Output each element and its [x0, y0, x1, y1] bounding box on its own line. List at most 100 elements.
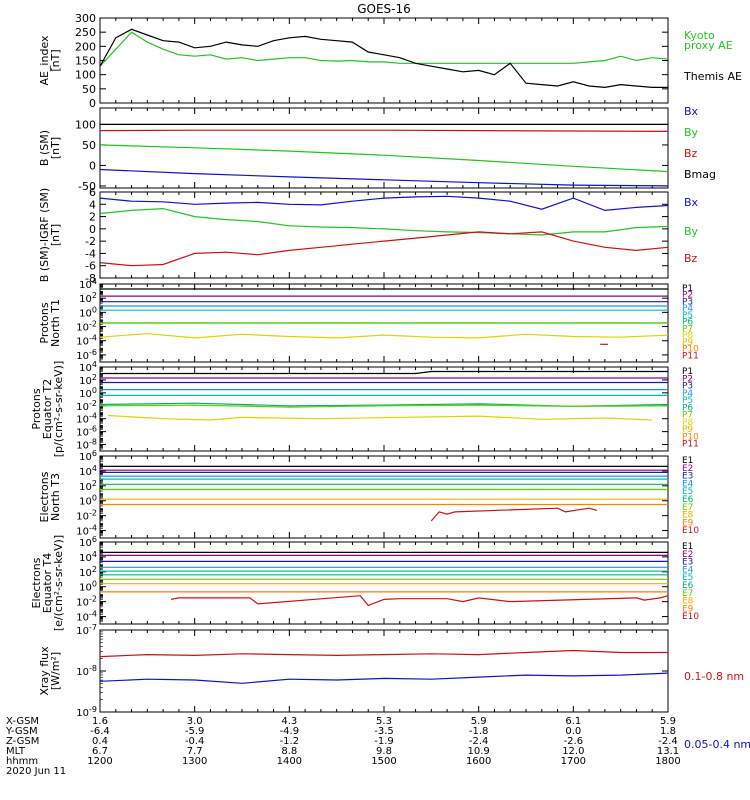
series-e10	[170, 595, 668, 607]
legend-item: E3	[682, 472, 693, 482]
legend-item: P6	[682, 318, 693, 328]
footer-label: MLT	[6, 746, 26, 757]
y-axis-label: North T1	[49, 299, 62, 347]
legend-item: P3	[682, 297, 693, 307]
y-tick-label: 102	[79, 373, 97, 387]
series-p7	[100, 404, 668, 408]
legend-item: By	[684, 126, 699, 139]
legend-item: By	[684, 225, 699, 238]
legend-item: E8	[682, 597, 694, 607]
footer-value: -6.4	[90, 726, 110, 737]
footer-value: 0.4	[92, 736, 108, 747]
legend-item: E5	[682, 573, 693, 583]
footer-value: -5.9	[185, 726, 205, 737]
y-tick-label: 150	[75, 55, 96, 68]
panel-frame	[99, 629, 669, 713]
y-tick-label: 10-2	[76, 320, 97, 334]
legend-item: P7	[682, 411, 693, 421]
footer-value: -2.6	[564, 736, 584, 747]
footer-value: 1300	[182, 756, 207, 767]
y-tick-label: 106	[79, 535, 97, 549]
series-themis-ae	[100, 28, 668, 89]
legend-item: E10	[682, 526, 699, 536]
legend-item: P8	[682, 331, 693, 341]
y-axis-label: B (SM)-IGRF (SM)	[38, 188, 51, 282]
y-tick-label: 300	[75, 12, 96, 25]
footer-value: -3.5	[374, 726, 394, 737]
plot-title: GOES-16	[357, 2, 411, 16]
y-axis-label: Electrons	[38, 471, 51, 522]
footer-value: -1.8	[469, 726, 489, 737]
y-tick-label: 10-8	[76, 438, 97, 452]
y-tick-label: 10-2	[76, 509, 97, 523]
panel-frame	[99, 366, 669, 452]
series-bz	[100, 129, 668, 132]
series-bz	[100, 231, 668, 267]
footer-value: -2.4	[658, 736, 678, 747]
legend-item: E1	[682, 456, 693, 466]
y-tick-label: 104	[79, 360, 97, 374]
y-tick-label: 104	[79, 277, 97, 291]
legend-item: E4	[682, 565, 694, 575]
series-by	[100, 207, 668, 236]
y-axis-label: Equator T2	[41, 379, 54, 439]
y-tick-label: 50	[82, 83, 96, 96]
footer-value: 1700	[561, 756, 586, 767]
series-0-05-0-4-nm	[100, 672, 668, 684]
y-tick-label: 200	[75, 40, 96, 53]
legend-item: E9	[682, 604, 694, 614]
footer-value: 1600	[466, 756, 491, 767]
footer-value: 8.8	[281, 746, 297, 757]
panel-frame	[99, 17, 669, 104]
legend-item: P9	[682, 338, 693, 348]
legend-item: P3	[682, 382, 693, 392]
series-bx	[100, 168, 668, 187]
y-axis-label: Protons	[38, 302, 51, 343]
series-bx	[100, 195, 668, 212]
y-axis-label: Xray flux	[38, 646, 51, 696]
y-tick-label: 10-2	[76, 595, 97, 609]
y-axis-label: [W/m²]	[49, 652, 62, 690]
y-tick-label: 2	[89, 211, 96, 224]
series-by	[100, 144, 668, 173]
footer-value: -1.2	[280, 736, 300, 747]
panel-frame	[99, 455, 669, 539]
y-axis-label: [p/(cm²-s-sr-keV)]	[52, 361, 65, 458]
legend-item: E8	[682, 511, 694, 521]
legend-item: P2	[682, 374, 693, 384]
y-tick-label: 104	[79, 550, 97, 564]
legend-item: P4	[682, 389, 693, 399]
legend-item: E9	[682, 518, 694, 528]
legend-item: E7	[682, 589, 693, 599]
y-tick-label: -6	[85, 260, 96, 273]
footer-value: 7.7	[187, 746, 203, 757]
footer-value: 12.0	[562, 746, 584, 757]
legend-item: P7	[682, 324, 693, 334]
y-tick-label: -4	[85, 247, 96, 260]
legend-item: P9	[682, 425, 693, 435]
legend-item: E2	[682, 464, 693, 474]
legend-item: P2	[682, 291, 693, 301]
footer-value: 5.9	[471, 716, 487, 727]
legend-item: proxy AE	[684, 39, 733, 52]
y-tick-label: 100	[75, 69, 96, 82]
y-tick-label: 100	[79, 386, 97, 400]
footer-value: 6.1	[565, 716, 581, 727]
legend-item: Bx	[684, 196, 699, 209]
footer-label: Y-GSM	[5, 726, 38, 737]
y-axis-label: [nT]	[49, 224, 62, 246]
panel-2: 100 50 0 -50 B (SM)[nT] Bx By Bz Bmag	[38, 105, 716, 193]
footer-label: 2020 Jun 11	[6, 766, 66, 777]
footer-value: -2.4	[469, 736, 489, 747]
legend-item: P11	[682, 351, 699, 361]
y-tick-label: 100	[79, 494, 97, 508]
footer-label: hhmm	[6, 756, 38, 767]
legend-item: P8	[682, 418, 693, 428]
y-axis-label: [nT]	[49, 49, 62, 71]
panel-8: 10-7 10-8 10-9 Xray flux[W/m²] 0.1-0.8 nm 0.0…	[38, 623, 750, 751]
legend-item: E3	[682, 558, 693, 568]
